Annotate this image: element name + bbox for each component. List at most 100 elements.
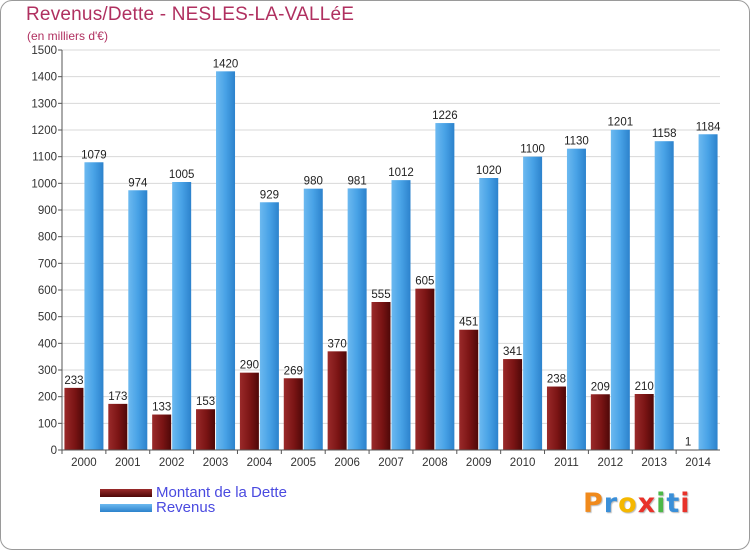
logo-letter: o: [618, 488, 638, 519]
data-label-debt: 605: [415, 276, 434, 288]
data-label-revenue: 1226: [432, 110, 458, 122]
x-tick-label: 2002: [159, 457, 185, 469]
data-label-debt: 451: [459, 317, 478, 329]
y-tick-label: 500: [38, 312, 57, 324]
y-tick-label: 1300: [31, 98, 57, 110]
bar-revenue: [303, 188, 323, 450]
bar-debt: [152, 414, 172, 450]
legend-label-debt: Montant de la Dette: [156, 484, 287, 501]
x-tick-label: 2013: [641, 457, 667, 469]
x-tick-label: 2011: [554, 457, 579, 469]
data-label-revenue: 974: [128, 177, 148, 189]
data-label-debt: 555: [371, 289, 390, 301]
logo-letter: x: [637, 488, 657, 519]
bar-revenue: [172, 182, 192, 450]
data-label-revenue: 1079: [81, 149, 107, 161]
x-tick-label: 2005: [290, 457, 316, 469]
bar-revenue: [654, 141, 674, 450]
legend-swatch-revenue: [100, 504, 152, 513]
y-tick-label: 300: [38, 365, 57, 377]
data-label-debt: 173: [108, 391, 127, 403]
data-label-debt: 290: [240, 360, 259, 372]
logo-letter: r: [603, 488, 619, 519]
x-tick-label: 2008: [422, 457, 448, 469]
y-tick-label: 900: [38, 205, 57, 217]
bar-revenue: [479, 178, 499, 450]
y-tick-label: 1500: [31, 45, 57, 57]
logo-letter: i: [656, 488, 667, 519]
bar-revenue: [698, 134, 718, 450]
x-tick-label: 2001: [115, 457, 141, 469]
data-label-revenue: 1420: [213, 58, 239, 70]
bar-debt: [459, 329, 479, 450]
legend-item-revenue: Revenus: [100, 500, 287, 515]
bar-revenue: [216, 71, 236, 450]
data-label-debt: 133: [152, 402, 171, 414]
bar-revenue: [610, 129, 630, 450]
bar-debt: [503, 359, 523, 450]
y-tick-label: 1200: [31, 125, 57, 137]
x-tick-label: 2000: [71, 457, 97, 469]
y-tick-label: 0: [51, 445, 57, 457]
legend-swatch-debt: [100, 489, 152, 498]
bar-debt: [108, 403, 128, 450]
x-tick-label: 2014: [685, 457, 711, 469]
legend-label-revenue: Revenus: [156, 499, 216, 516]
logo-letter: i: [680, 488, 691, 519]
data-label-debt: 210: [635, 381, 654, 393]
x-tick-label: 2006: [334, 457, 360, 469]
data-label-debt: 238: [547, 374, 566, 386]
logo-letter: t: [666, 488, 681, 519]
bar-debt: [64, 387, 84, 450]
legend: Montant de la Dette Revenus: [100, 485, 287, 515]
data-label-revenue: 1100: [520, 144, 545, 156]
chart-title: Revenus/Dette - NESLES-LA-VALLéE: [26, 4, 355, 25]
plot-area: [62, 50, 720, 450]
bar-debt: [196, 409, 216, 450]
bar-revenue: [566, 148, 586, 450]
bar-revenue: [128, 190, 148, 450]
bar-debt: [590, 394, 610, 450]
y-tick-label: 1100: [32, 152, 57, 164]
data-label-debt: 153: [196, 396, 215, 408]
x-tick-label: 2003: [203, 457, 229, 469]
bar-revenue: [435, 123, 455, 451]
x-tick-label: 2010: [510, 457, 536, 469]
data-label-revenue: 929: [260, 189, 279, 201]
data-label-revenue: 1184: [696, 121, 721, 133]
data-label-debt: 233: [64, 375, 83, 387]
data-label-revenue: 1130: [564, 136, 589, 148]
data-label-revenue: 1158: [652, 128, 677, 140]
bar-debt: [634, 394, 654, 450]
proxiti-logo: Proxiti: [583, 488, 691, 519]
y-tick-label: 400: [38, 338, 57, 350]
bar-revenue: [347, 188, 367, 450]
x-tick-label: 2012: [598, 457, 624, 469]
bar-revenue: [259, 202, 279, 450]
y-tick-label: 200: [38, 392, 57, 404]
y-tick-label: 100: [38, 418, 57, 430]
bar-debt: [283, 378, 303, 450]
bar-revenue: [84, 162, 104, 450]
y-tick-label: 800: [38, 232, 57, 244]
data-label-revenue: 981: [348, 175, 367, 187]
data-label-revenue: 1005: [169, 169, 195, 181]
chart-subtitle: (en milliers d'€): [27, 29, 108, 43]
bar-debt: [239, 372, 259, 450]
data-label-debt: 341: [503, 346, 522, 358]
bar-debt: [415, 288, 435, 450]
data-label-revenue: 980: [304, 176, 323, 188]
bar-debt: [371, 302, 391, 450]
data-label-debt: 370: [328, 338, 347, 350]
x-tick-label: 2009: [466, 457, 492, 469]
data-label-debt: 209: [591, 381, 610, 393]
data-label-debt: 1: [685, 437, 691, 449]
logo-letter: P: [583, 488, 604, 519]
data-label-revenue: 1201: [608, 117, 634, 129]
y-tick-label: 700: [38, 258, 57, 270]
legend-item-debt: Montant de la Dette: [100, 485, 287, 500]
x-tick-label: 2007: [378, 457, 404, 469]
x-tick-label: 2004: [247, 457, 273, 469]
y-tick-label: 1000: [31, 178, 57, 190]
